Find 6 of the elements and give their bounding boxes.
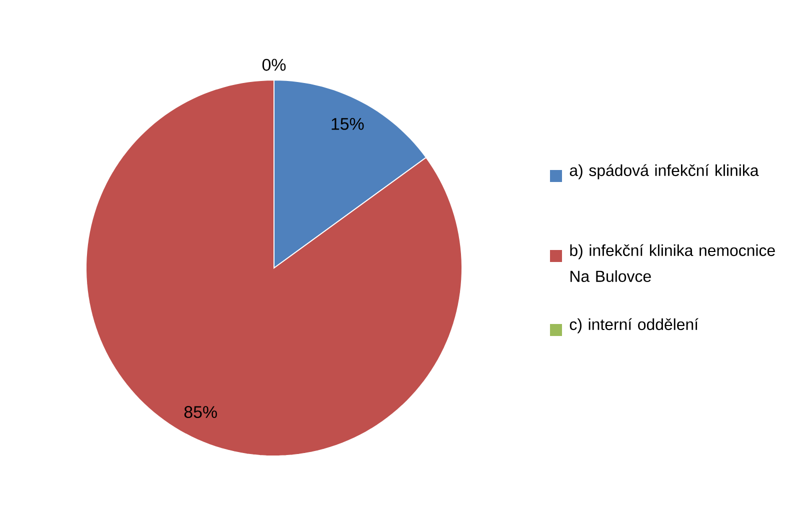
text: 0% — [262, 58, 286, 71]
data-label: 15% — [332, 118, 364, 130]
data-label: 85% — [184, 406, 217, 418]
legend-label: c) interní oddělení — [570, 318, 698, 334]
legend-label: a) spádová infekční klinika — [570, 164, 759, 180]
legend-label: b) infekční klinika nemocnice Na Bulovce — [570, 244, 775, 282]
